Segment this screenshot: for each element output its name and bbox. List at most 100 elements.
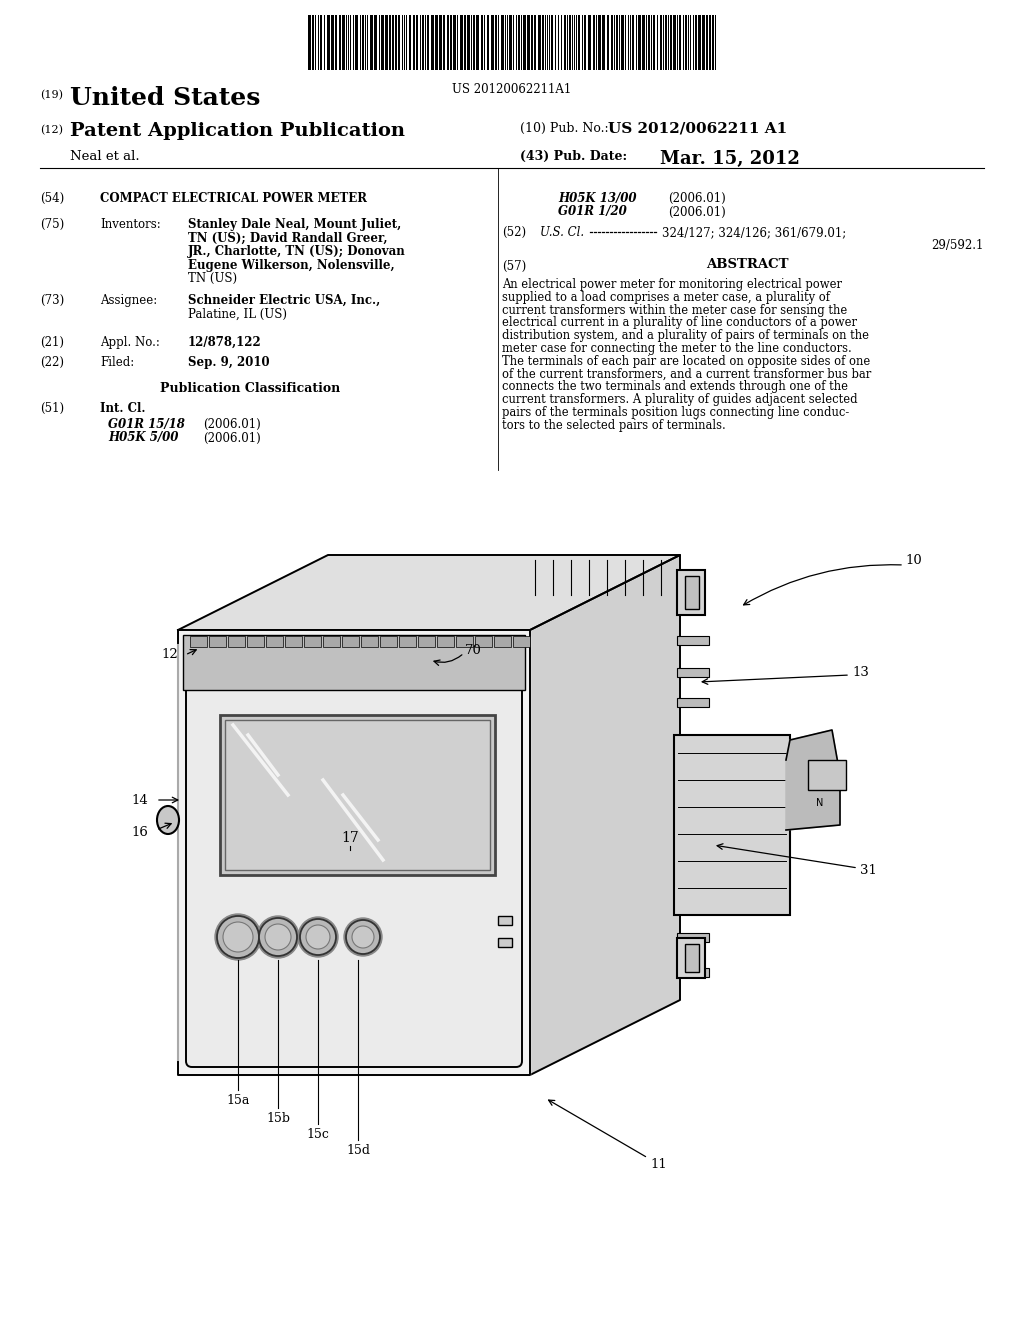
Text: electrical current in a plurality of line conductors of a power: electrical current in a plurality of lin… (502, 317, 857, 330)
Bar (677, 570, 705, 615)
Circle shape (215, 913, 261, 960)
Bar (531, 15, 534, 70)
Bar (381, 15, 384, 70)
Bar (319, 15, 322, 70)
Text: (75): (75) (40, 218, 65, 231)
Text: (2006.01): (2006.01) (668, 206, 726, 219)
Ellipse shape (157, 807, 179, 834)
Bar (456, 636, 473, 647)
Bar (584, 15, 586, 70)
Bar (308, 15, 311, 70)
Text: 12/878,122: 12/878,122 (188, 337, 262, 348)
Bar (685, 576, 699, 609)
Bar (443, 15, 445, 70)
Text: (21): (21) (40, 337, 63, 348)
Circle shape (298, 917, 338, 957)
Bar (695, 15, 697, 70)
Text: Eugene Wilkerson, Nolensville,: Eugene Wilkerson, Nolensville, (188, 259, 394, 272)
Polygon shape (530, 554, 680, 1074)
Text: 15a: 15a (226, 1094, 250, 1107)
Bar (416, 15, 418, 70)
Bar (677, 933, 709, 942)
Text: pairs of the terminals position lugs connecting line conduc-: pairs of the terminals position lugs con… (502, 407, 849, 418)
Bar (473, 15, 475, 70)
Text: Stanley Dale Neal, Mount Juliet,: Stanley Dale Neal, Mount Juliet, (188, 218, 401, 231)
Bar (709, 15, 711, 70)
Circle shape (265, 924, 291, 950)
Circle shape (352, 927, 374, 948)
Bar (648, 15, 650, 70)
Bar (607, 15, 609, 70)
Circle shape (344, 917, 382, 956)
Text: 11: 11 (650, 1159, 667, 1172)
Bar (323, 636, 340, 647)
Polygon shape (178, 630, 530, 1074)
Bar (642, 15, 645, 70)
Bar (674, 735, 790, 915)
Bar (450, 15, 452, 70)
Bar (399, 636, 416, 647)
Bar (698, 15, 701, 70)
Bar (685, 15, 687, 70)
Circle shape (217, 916, 259, 958)
Text: (19): (19) (40, 90, 63, 100)
Bar (564, 15, 566, 70)
Polygon shape (786, 730, 840, 830)
Text: United States: United States (70, 86, 260, 110)
Bar (602, 15, 605, 70)
Bar (331, 15, 334, 70)
Bar (677, 636, 709, 645)
Text: 15d: 15d (346, 1144, 370, 1158)
Bar (706, 15, 708, 70)
Bar (418, 636, 435, 647)
Text: Sep. 9, 2010: Sep. 9, 2010 (188, 356, 269, 370)
Bar (413, 15, 415, 70)
FancyBboxPatch shape (186, 638, 522, 1067)
Text: (54): (54) (40, 191, 65, 205)
Text: of the current transformers, and a current transformer bus bar: of the current transformers, and a curre… (502, 367, 871, 380)
Bar (370, 15, 373, 70)
Text: G01R 1/20: G01R 1/20 (558, 206, 627, 219)
Text: tors to the selected pairs of terminals.: tors to the selected pairs of terminals. (502, 418, 726, 432)
Bar (677, 698, 709, 708)
Bar (518, 15, 520, 70)
Bar (702, 15, 705, 70)
Bar (677, 939, 705, 978)
Circle shape (223, 921, 253, 952)
Text: distribution system, and a plurality of pairs of terminals on the: distribution system, and a plurality of … (502, 329, 869, 342)
Bar (220, 715, 495, 875)
Text: (43) Pub. Date:: (43) Pub. Date: (520, 150, 627, 162)
Bar (467, 15, 470, 70)
Bar (638, 15, 641, 70)
Bar (304, 636, 321, 647)
Bar (632, 15, 634, 70)
Text: (2006.01): (2006.01) (203, 418, 261, 432)
Bar (385, 15, 388, 70)
Bar (339, 15, 341, 70)
Bar (494, 636, 511, 647)
Text: (2006.01): (2006.01) (203, 432, 261, 445)
Text: current transformers within the meter case for sensing the: current transformers within the meter ca… (502, 304, 847, 317)
Text: The terminals of each pair are located on opposite sides of one: The terminals of each pair are located o… (502, 355, 870, 368)
Text: Appl. No.:: Appl. No.: (100, 337, 160, 348)
Text: (10) Pub. No.:: (10) Pub. No.: (520, 121, 608, 135)
Text: meter case for connecting the meter to the line conductors.: meter case for connecting the meter to t… (502, 342, 852, 355)
Bar (665, 15, 667, 70)
Text: Palatine, IL (US): Palatine, IL (US) (188, 308, 287, 321)
Bar (190, 636, 207, 647)
Bar (476, 15, 479, 70)
Text: 70: 70 (465, 644, 482, 656)
Bar (225, 719, 490, 870)
Bar (501, 15, 504, 70)
Text: supplied to a load comprises a meter case, a plurality of: supplied to a load comprises a meter cas… (502, 290, 830, 304)
Bar (523, 15, 526, 70)
Text: 16: 16 (131, 825, 148, 838)
Bar (285, 636, 302, 647)
Circle shape (306, 925, 330, 949)
Bar (498, 939, 512, 946)
Bar (409, 15, 411, 70)
Bar (342, 15, 345, 70)
Bar (439, 15, 442, 70)
Bar (551, 15, 553, 70)
Bar (447, 15, 449, 70)
